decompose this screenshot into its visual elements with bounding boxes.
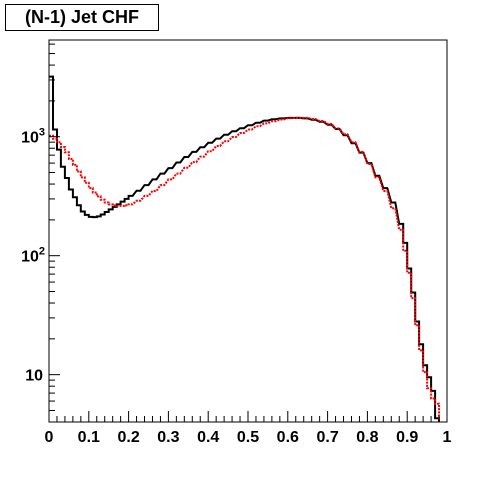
x-tick-label: 0 xyxy=(45,429,54,446)
x-tick-label: 0.6 xyxy=(277,429,299,446)
y-tick-label: 102 xyxy=(21,246,45,266)
x-tick-label: 1 xyxy=(443,429,452,446)
x-tick-label: 0.5 xyxy=(237,429,259,446)
series-line-1 xyxy=(49,116,440,422)
x-tick-label: 0.9 xyxy=(396,429,418,446)
x-tick-label: 0.8 xyxy=(356,429,378,446)
x-tick-label: 0.2 xyxy=(117,429,139,446)
y-tick-label: 10 xyxy=(25,368,43,385)
x-tick-label: 0.1 xyxy=(78,429,100,446)
chart-title: (N-1) Jet CHF xyxy=(5,4,159,31)
y-tick-label: 103 xyxy=(21,127,45,147)
x-tick-label: 0.3 xyxy=(157,429,179,446)
x-tick-label: 0.4 xyxy=(197,429,219,446)
plot-frame xyxy=(48,39,448,423)
x-tick-label: 0.7 xyxy=(316,429,338,446)
series-line-0 xyxy=(49,75,440,422)
